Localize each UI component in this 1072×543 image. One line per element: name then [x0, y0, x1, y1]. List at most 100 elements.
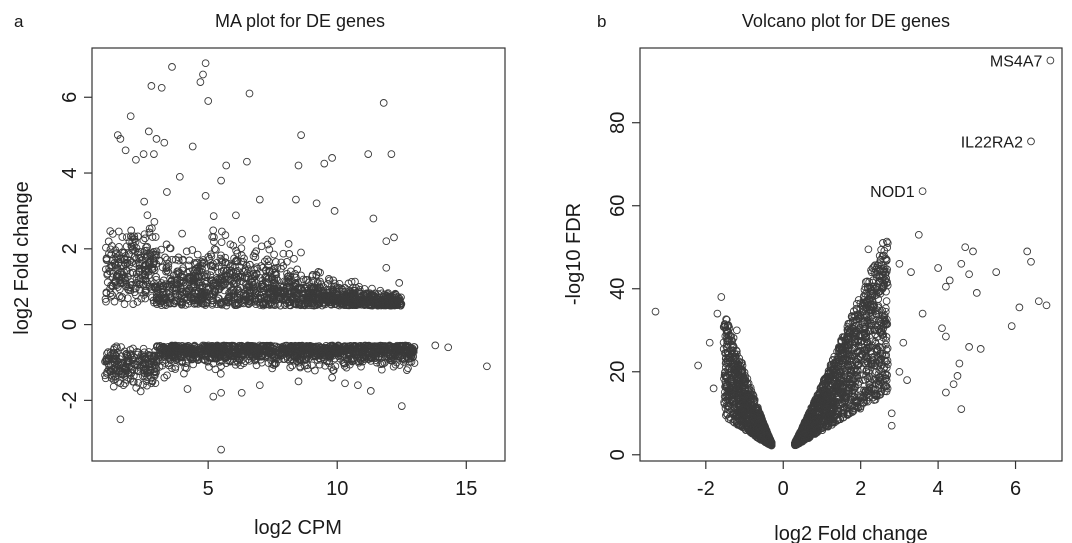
ma-point	[185, 256, 194, 265]
ma-point	[122, 267, 131, 275]
volcano-y-tick-label: 60	[607, 195, 629, 217]
ma-point	[186, 274, 194, 283]
ma-point	[225, 347, 234, 356]
ma-point	[217, 274, 226, 283]
volcano-point	[726, 415, 735, 424]
ma-point	[382, 263, 391, 272]
ma-point	[221, 354, 229, 362]
volcano-point	[740, 408, 749, 417]
ma-point	[118, 367, 126, 376]
ma-point	[150, 284, 159, 292]
ma-point	[252, 270, 261, 278]
volcano-x-tick-label: 0	[778, 478, 789, 500]
ma-point	[139, 150, 148, 158]
volcano-point	[735, 357, 744, 366]
ma-point	[403, 366, 411, 374]
ma-point	[239, 351, 248, 360]
volcano-x-tick-label: -2	[697, 478, 715, 500]
ma-point	[122, 282, 131, 291]
ma-point	[255, 195, 264, 204]
ma-point	[189, 360, 198, 369]
ma-point	[230, 350, 239, 358]
volcano-point	[755, 425, 764, 434]
ma-point	[483, 362, 491, 371]
ma-point	[102, 297, 110, 306]
ma-point	[157, 245, 166, 254]
ma-point	[221, 231, 230, 239]
ma-point	[217, 362, 225, 370]
ma-point	[286, 363, 295, 372]
ma-point	[321, 291, 330, 300]
ma-point	[247, 279, 256, 287]
ma-point	[366, 387, 375, 395]
ma-point	[116, 379, 125, 388]
volcano-point	[733, 388, 742, 397]
ma-point	[329, 366, 338, 375]
panel-letter-b: b	[597, 12, 606, 31]
ma-point	[302, 355, 311, 364]
ma-point	[140, 197, 149, 206]
ma-point	[264, 284, 272, 293]
ma-point	[121, 369, 130, 377]
ma-point	[276, 301, 285, 310]
ma-point	[229, 290, 238, 299]
ma-point	[115, 361, 123, 370]
ma-point	[124, 356, 133, 365]
ma-point	[390, 346, 399, 355]
ma-y-tick-label: -2	[59, 391, 81, 409]
ma-point	[110, 354, 118, 363]
ma-point	[279, 283, 288, 292]
ma-point	[143, 243, 152, 251]
volcano-point	[746, 398, 755, 407]
ma-point	[180, 369, 188, 378]
ma-point	[223, 345, 232, 354]
ma-point	[273, 289, 281, 298]
ma-point	[162, 267, 170, 276]
ma-point	[251, 294, 260, 302]
ma-point	[162, 289, 171, 297]
ma-point	[149, 259, 158, 267]
ma-point	[327, 343, 336, 352]
ma-point	[125, 260, 134, 269]
ma-point	[401, 342, 410, 351]
ma-point	[332, 296, 341, 305]
ma-point	[190, 342, 199, 351]
ma-point	[400, 354, 409, 363]
ma-point	[309, 299, 318, 307]
ma-point	[178, 229, 186, 238]
ma-point	[216, 356, 225, 365]
ma-point	[217, 238, 226, 247]
ma-point	[106, 289, 115, 297]
ma-point	[304, 278, 313, 287]
ma-point	[332, 284, 341, 292]
ma-point	[217, 445, 225, 454]
ma-point	[338, 286, 347, 294]
ma-point	[275, 350, 284, 358]
ma-point	[217, 388, 225, 397]
ma-point	[163, 188, 171, 196]
ma-point	[103, 269, 112, 278]
ma-point	[296, 363, 305, 372]
ma-point	[347, 299, 356, 308]
ma-point	[268, 360, 277, 368]
ma-point	[107, 262, 116, 271]
ma-point	[367, 357, 375, 365]
ma-point	[142, 367, 151, 375]
ma-point	[311, 366, 319, 375]
volcano-point	[881, 307, 890, 316]
ma-point	[198, 297, 206, 306]
ma-x-axis: 5 10 15	[203, 461, 477, 500]
volcano-point	[721, 382, 729, 391]
volcano-point	[880, 387, 889, 395]
ma-point	[105, 267, 114, 276]
ma-point	[120, 255, 129, 264]
volcano-point	[741, 385, 749, 394]
ma-point	[126, 232, 135, 241]
volcano-point	[883, 237, 891, 246]
ma-point	[244, 265, 253, 274]
ma-point	[179, 278, 188, 287]
ma-y-tick-label: 2	[59, 243, 81, 254]
ma-point	[143, 251, 152, 259]
ma-point	[371, 354, 380, 363]
ma-point	[370, 291, 378, 300]
